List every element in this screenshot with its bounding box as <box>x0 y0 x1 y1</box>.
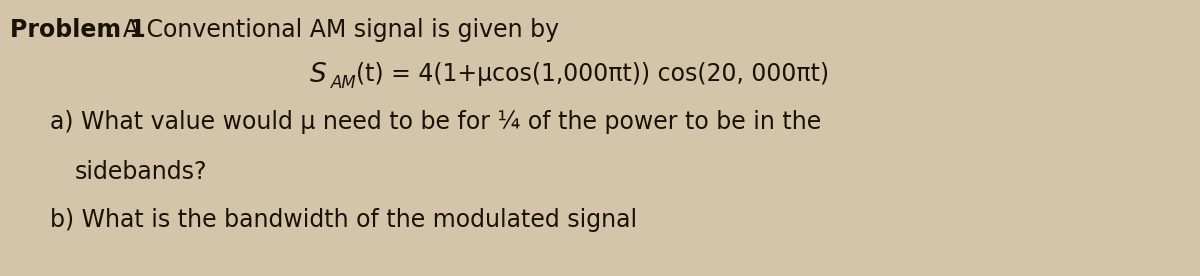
Text: b) What is the bandwidth of the modulated signal: b) What is the bandwidth of the modulate… <box>50 208 637 232</box>
Text: (t) = 4(1+μcos(1,000πt)) cos(20, 000πt): (t) = 4(1+μcos(1,000πt)) cos(20, 000πt) <box>355 62 829 86</box>
Text: Problem 1: Problem 1 <box>10 18 145 42</box>
Text: S: S <box>310 62 326 88</box>
Text: . A Conventional AM signal is given by: . A Conventional AM signal is given by <box>108 18 559 42</box>
Text: sidebands?: sidebands? <box>74 160 208 184</box>
Text: AM: AM <box>330 75 356 92</box>
Text: a) What value would μ need to be for ¼ of the power to be in the: a) What value would μ need to be for ¼ o… <box>50 110 821 134</box>
